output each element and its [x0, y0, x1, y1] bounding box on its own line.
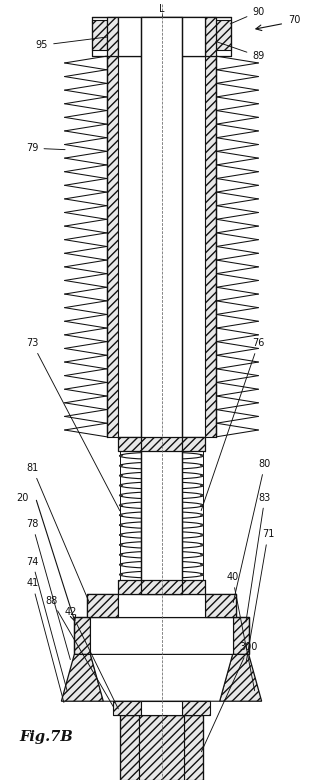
Bar — [141, 701, 182, 715]
Text: 90: 90 — [230, 7, 265, 24]
Bar — [216, 20, 231, 50]
Ellipse shape — [119, 544, 123, 546]
Ellipse shape — [120, 472, 203, 479]
Bar — [118, 580, 205, 594]
Bar — [118, 437, 205, 451]
Ellipse shape — [120, 492, 203, 499]
Bar — [233, 617, 249, 654]
Ellipse shape — [120, 522, 203, 529]
Text: 300: 300 — [202, 643, 258, 752]
Text: 42: 42 — [65, 608, 118, 709]
Ellipse shape — [119, 495, 123, 496]
Bar — [139, 715, 184, 780]
Text: 79: 79 — [26, 144, 65, 153]
Text: 73: 73 — [26, 339, 120, 511]
Bar — [113, 701, 141, 715]
Ellipse shape — [119, 465, 123, 466]
Bar — [205, 17, 216, 56]
Text: 74: 74 — [26, 557, 67, 691]
Ellipse shape — [119, 574, 123, 576]
Ellipse shape — [120, 531, 203, 538]
Text: 41: 41 — [26, 579, 64, 703]
Ellipse shape — [120, 502, 203, 509]
Text: 76: 76 — [201, 339, 265, 511]
Ellipse shape — [200, 465, 204, 466]
Ellipse shape — [200, 554, 204, 555]
Bar — [118, 17, 205, 56]
Bar — [118, 451, 205, 580]
Text: L: L — [159, 5, 164, 14]
Ellipse shape — [200, 475, 204, 477]
Polygon shape — [61, 654, 103, 701]
Text: 78: 78 — [26, 519, 70, 660]
Bar — [205, 594, 236, 617]
Ellipse shape — [119, 554, 123, 555]
Text: 80: 80 — [233, 459, 271, 603]
Text: 83: 83 — [246, 493, 271, 622]
Bar — [205, 56, 216, 437]
Text: 30: 30 — [0, 779, 1, 780]
Ellipse shape — [119, 564, 123, 565]
Text: 95: 95 — [36, 37, 107, 50]
Text: 88: 88 — [46, 596, 113, 707]
Ellipse shape — [119, 475, 123, 477]
Ellipse shape — [120, 561, 203, 569]
Ellipse shape — [120, 462, 203, 470]
Bar — [141, 17, 182, 594]
Ellipse shape — [200, 505, 204, 506]
Ellipse shape — [120, 452, 203, 459]
Bar — [182, 701, 210, 715]
Ellipse shape — [200, 534, 204, 536]
Polygon shape — [90, 654, 233, 701]
Polygon shape — [220, 654, 262, 701]
Ellipse shape — [119, 524, 123, 526]
Bar — [107, 56, 118, 437]
Ellipse shape — [120, 512, 203, 519]
Ellipse shape — [119, 514, 123, 516]
Text: 71: 71 — [246, 530, 274, 663]
Text: Fig.7B: Fig.7B — [19, 730, 73, 744]
Text: 20: 20 — [16, 493, 29, 502]
Ellipse shape — [120, 482, 203, 489]
Ellipse shape — [200, 484, 204, 487]
Bar — [74, 617, 90, 654]
Ellipse shape — [120, 551, 203, 558]
Ellipse shape — [200, 455, 204, 456]
Bar — [90, 617, 233, 654]
Bar — [87, 594, 118, 617]
Ellipse shape — [200, 544, 204, 546]
Ellipse shape — [120, 571, 203, 578]
Text: 40: 40 — [226, 573, 255, 691]
Bar — [118, 594, 205, 617]
Text: 70: 70 — [288, 16, 300, 25]
Ellipse shape — [200, 495, 204, 496]
Ellipse shape — [200, 574, 204, 576]
Text: 81: 81 — [26, 463, 89, 603]
Ellipse shape — [119, 455, 123, 456]
Ellipse shape — [200, 564, 204, 565]
Text: 89: 89 — [216, 41, 265, 61]
Bar — [92, 20, 107, 50]
Bar — [107, 17, 118, 56]
Ellipse shape — [200, 524, 204, 526]
Bar — [184, 715, 203, 780]
Ellipse shape — [119, 534, 123, 536]
Bar — [120, 715, 139, 780]
Ellipse shape — [119, 484, 123, 487]
Ellipse shape — [119, 505, 123, 506]
Ellipse shape — [120, 541, 203, 548]
Ellipse shape — [200, 514, 204, 516]
